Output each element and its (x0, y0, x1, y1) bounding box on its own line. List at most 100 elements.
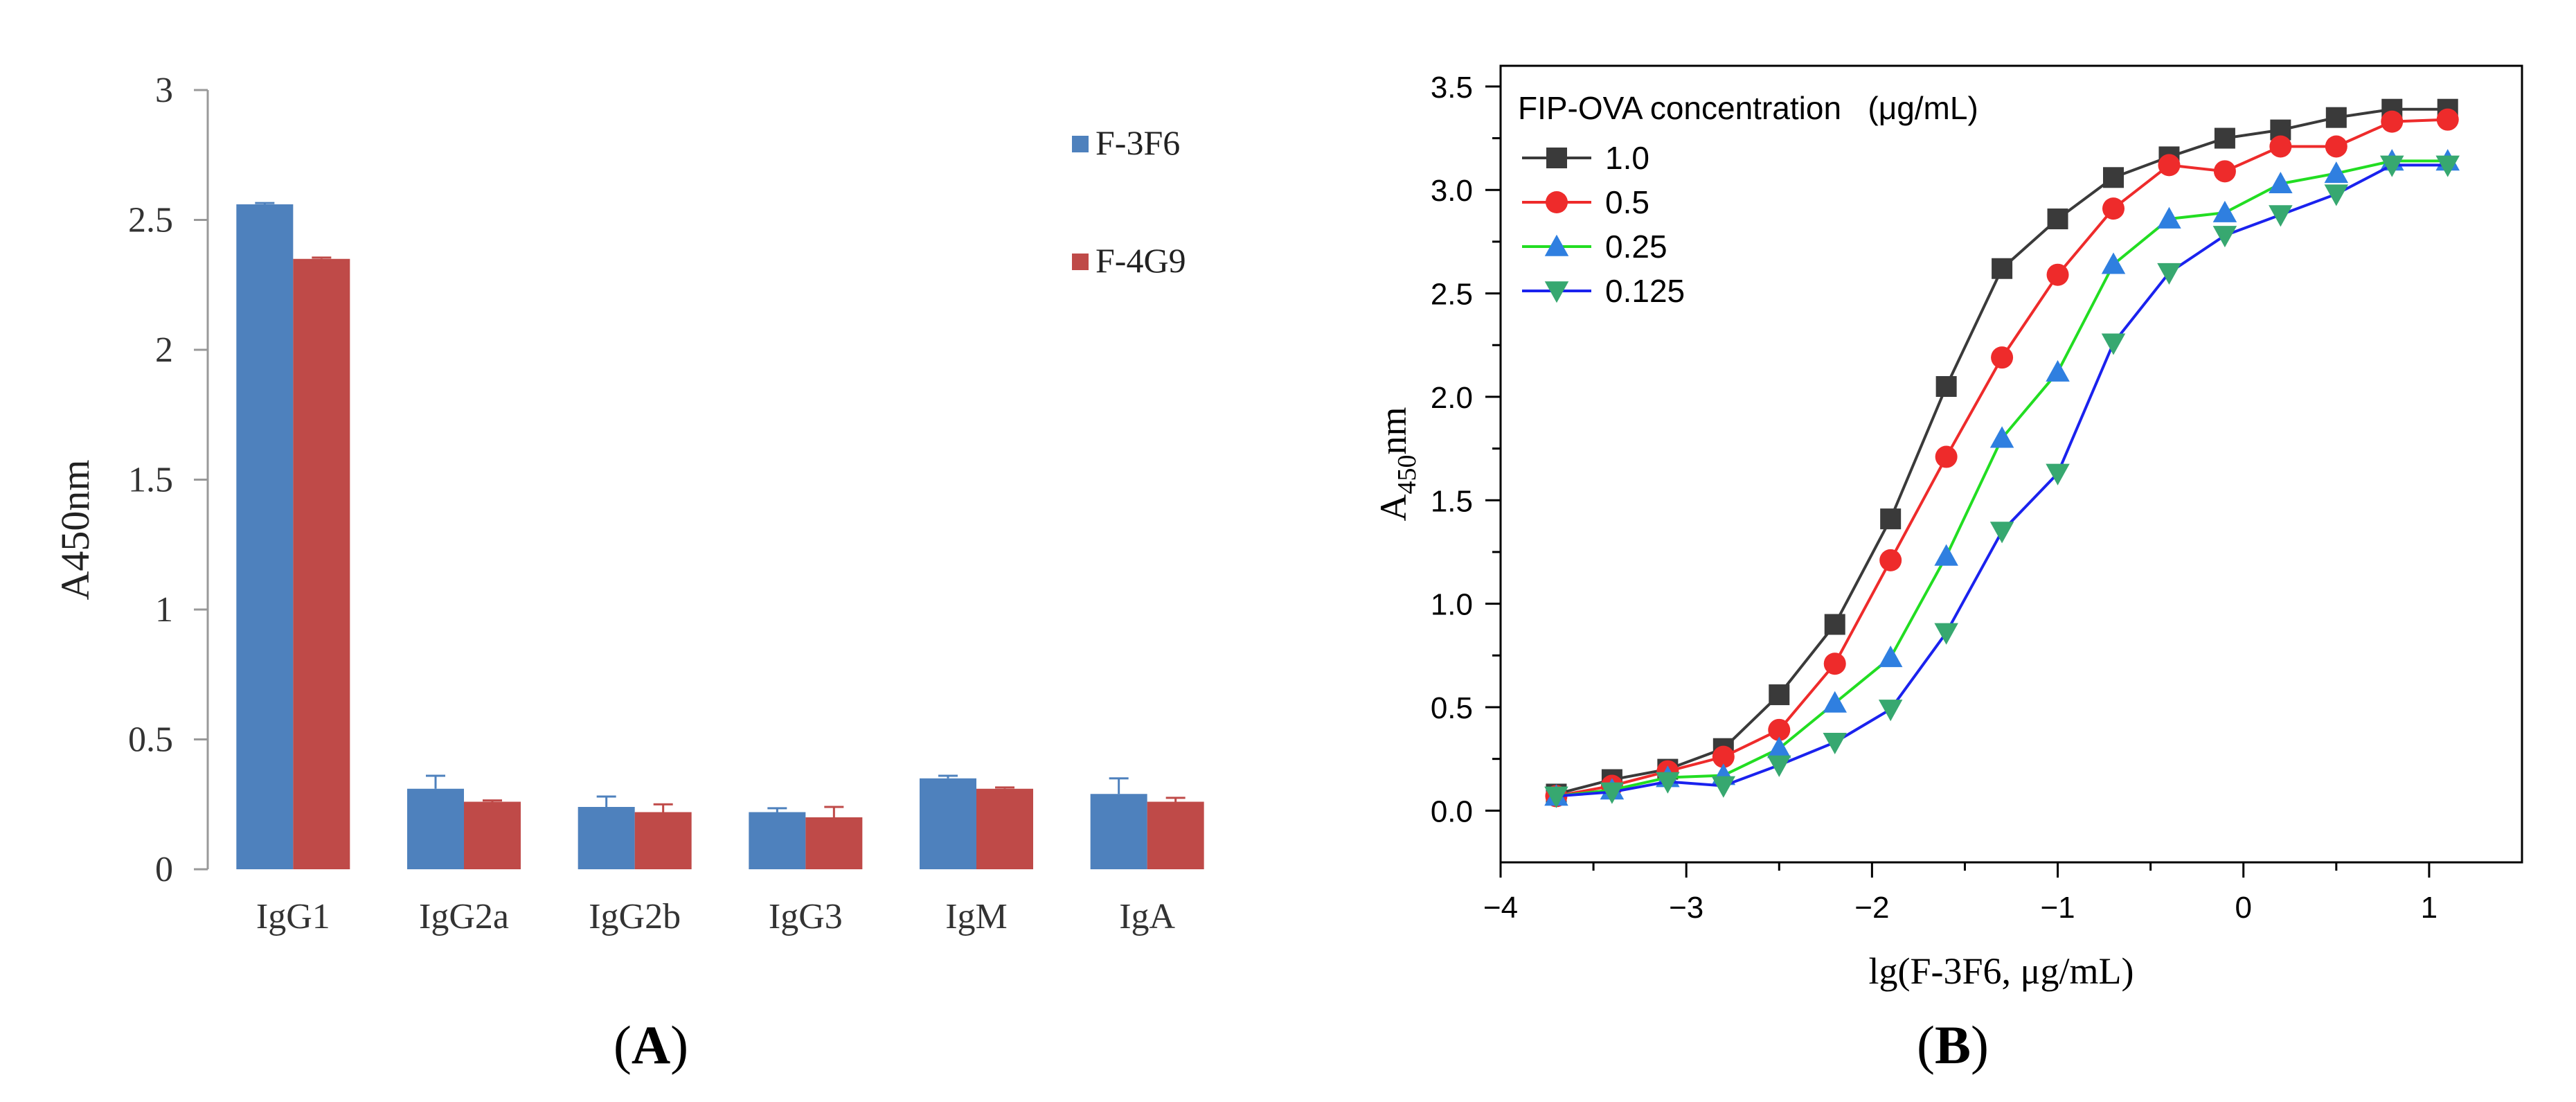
y-tick-label: 0.0 (1431, 794, 1473, 828)
x-tick-label: 0 (2235, 891, 2251, 925)
line-chart-ticks (1485, 85, 2431, 878)
data-point (1878, 646, 1903, 668)
data-point (1712, 745, 1735, 768)
y-tick-label: 3.5 (1431, 71, 1473, 105)
y-tick-label: 0 (155, 850, 173, 889)
legend-title: FIP-OVA concentration (μg/mL) (1518, 90, 1978, 126)
data-point (2214, 127, 2235, 149)
legend-label-f3f6: F-3F6 (1095, 123, 1180, 162)
bar-chart-y-axis (194, 89, 209, 871)
data-point (1934, 623, 1958, 645)
bar-IgG3-F-3F6 (749, 812, 806, 869)
legend-marker (1546, 191, 1568, 213)
bar-IgA-F-3F6 (1090, 794, 1147, 869)
bar-IgM-F-4G9 (976, 788, 1033, 869)
data-point (2269, 135, 2292, 158)
bar-IgG2b-F-4G9 (634, 812, 692, 869)
bar-IgG2a-F-4G9 (464, 801, 521, 869)
x-tick-label: IgG1 (256, 897, 330, 936)
data-point (1769, 684, 1790, 706)
line-chart-x-tick-labels: −4 −3 −2 −1 0 1 (1483, 891, 2438, 925)
data-point (2157, 263, 2181, 285)
data-point (1935, 375, 1957, 397)
data-point (1878, 700, 1903, 722)
bar-chart-x-tick-labels: IgG1 IgG2a IgG2b IgG3 IgM IgA (256, 897, 1176, 936)
x-tick-label: IgM (945, 897, 1008, 936)
y-title-main: A (1372, 495, 1414, 522)
data-point (2212, 226, 2237, 248)
bar-IgG1-F-4G9 (293, 258, 350, 869)
bar-chart-legend: F-3F6 F-4G9 (1072, 123, 1186, 280)
bar-IgA-F-4G9 (1147, 801, 1204, 869)
data-point (2157, 206, 2181, 229)
x-tick-label: IgG2a (419, 897, 509, 936)
bar-IgM-F-3F6 (920, 778, 976, 869)
line-chart-frame (1499, 64, 2523, 864)
data-point (2381, 110, 2404, 133)
bar-chart-isotype: 0 0.5 1 1.5 2 2.5 3 IgG1 IgG2a IgG2b IgG3 IgM IgA A… (53, 71, 1204, 936)
data-point (1992, 258, 2013, 279)
data-point (2102, 197, 2125, 220)
line-chart-legend: FIP-OVA concentration (μg/mL) 1.0 0.5 0.25… (1518, 90, 1978, 309)
line-chart-series (1544, 98, 2460, 808)
data-point (1880, 508, 1902, 530)
data-point (1989, 522, 2014, 544)
data-point (1934, 544, 1958, 566)
svg-text:A450nm: A450nm (1372, 407, 1422, 521)
legend-item-0.25: 0.25 (1522, 229, 1667, 265)
y-tick-label: 3.0 (1431, 174, 1473, 208)
series-line (1556, 159, 2448, 798)
panel-label-b: (B) (1917, 1015, 1989, 1075)
data-point (1823, 732, 1847, 755)
legend-marker (1544, 234, 1569, 256)
y-title-tail: nm (1372, 407, 1414, 454)
y-tick-label: 1.5 (128, 461, 173, 500)
legend-label: 0.5 (1605, 184, 1649, 220)
line-chart-y-tick-labels: 0.0 0.5 1.0 1.5 2.0 2.5 3.0 3.5 (1431, 71, 1473, 828)
data-point (1991, 346, 2014, 369)
y-title-subscript: 450 (1393, 455, 1422, 495)
legend-label: 0.25 (1605, 229, 1667, 265)
panel-b-close: ) (1971, 1015, 1989, 1075)
data-point (2380, 155, 2404, 177)
data-point (2158, 154, 2181, 177)
data-point (1935, 445, 1958, 468)
panel-b-open: ( (1917, 1015, 1935, 1075)
bar-chart-y-axis-title: A450nm (53, 460, 98, 601)
series-line (1556, 118, 2448, 798)
legend-swatch-f3f6 (1072, 136, 1089, 152)
legend-label: 1.0 (1605, 140, 1649, 176)
legend-swatch-f4g9 (1072, 254, 1089, 270)
line-chart-x-axis-title: lg(F-3F6, μg/mL) (1869, 950, 2134, 992)
data-point (2325, 135, 2347, 158)
data-point (2046, 263, 2069, 286)
data-point (1600, 782, 1625, 804)
legend-label: 0.125 (1605, 273, 1685, 309)
x-tick-label: −3 (1669, 891, 1703, 925)
x-tick-label: IgG3 (769, 897, 843, 936)
legend-items: 1.0 0.5 0.25 0.125 (1522, 140, 1685, 309)
data-point (2269, 172, 2293, 194)
data-point (1823, 652, 1846, 675)
x-tick-label: IgG2b (589, 897, 681, 936)
panel-label-a: (A) (614, 1015, 688, 1075)
panel-a-open: ( (614, 1015, 632, 1075)
panel-b-letter: B (1935, 1015, 1971, 1075)
data-point (1767, 755, 1791, 777)
bar-IgG2a-F-3F6 (407, 788, 464, 869)
data-point (2046, 463, 2070, 486)
y-tick-label: 0.5 (128, 720, 173, 760)
data-point (1656, 772, 1680, 794)
series-line (1555, 107, 2448, 796)
data-point (2101, 333, 2126, 355)
panel-a-close: ) (670, 1015, 688, 1075)
x-tick-label: IgA (1119, 897, 1175, 936)
data-point (1824, 614, 1845, 635)
legend-marker (1546, 148, 1567, 168)
data-point (1879, 549, 1902, 571)
data-point (2436, 108, 2459, 131)
y-tick-label: 1 (155, 590, 173, 630)
series-0.25 (1544, 149, 2460, 806)
bar-chart-bars (236, 202, 1204, 869)
